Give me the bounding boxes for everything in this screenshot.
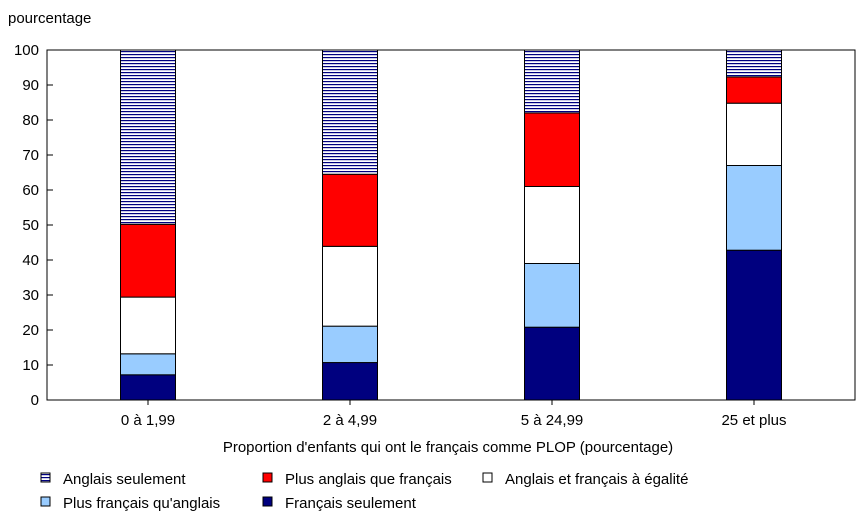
bar-segment (726, 102, 782, 166)
legend: Anglais seulement Plus anglais que frança… (40, 471, 688, 512)
y-axis-unit-label: pourcentage (8, 10, 91, 27)
y-tick-label: 80 (22, 112, 39, 129)
legend-label: Anglais et français à égalité (505, 471, 688, 488)
bar-segment (524, 112, 580, 187)
x-tick-label: 2 à 4,99 (323, 412, 377, 429)
bar-segment (322, 173, 378, 247)
bar-segment (322, 49, 378, 175)
bar-segment (322, 362, 378, 401)
bar-segment (120, 374, 176, 401)
legend-label: Plus français qu'anglais (63, 495, 220, 512)
y-tick-label: 0 (31, 392, 39, 409)
y-tick-label: 90 (22, 77, 39, 94)
y-tick-label: 50 (22, 217, 39, 234)
bar-segment (120, 296, 176, 355)
y-tick-label: 70 (22, 147, 39, 164)
bar-segment (726, 76, 782, 104)
x-tick-label: 25 et plus (721, 412, 786, 429)
x-tick-label: 0 à 1,99 (121, 412, 175, 429)
x-tick-label: 5 à 24,99 (521, 412, 584, 429)
legend-swatch (262, 472, 273, 483)
bar-segment (726, 165, 782, 251)
legend-swatch (40, 496, 51, 507)
bar-segment (120, 353, 176, 376)
bar-segment (726, 49, 782, 78)
bar-segment (726, 249, 782, 401)
legend-label: Français seulement (285, 495, 417, 512)
bar-segment (524, 49, 580, 114)
bar-segment (524, 263, 580, 328)
y-tick-label: 10 (22, 357, 39, 374)
x-axis-title: Proportion d'enfants qui ont le français… (223, 439, 673, 456)
y-tick-label: 100 (14, 42, 39, 59)
y-tick-label: 20 (22, 322, 39, 339)
legend-swatch (262, 496, 273, 507)
legend-swatch (482, 472, 493, 483)
legend-swatch (40, 472, 51, 483)
bar-segment (120, 49, 176, 225)
y-tick-label: 60 (22, 182, 39, 199)
bar-segment (524, 186, 580, 264)
legend-label: Plus anglais que français (285, 471, 452, 488)
bar-segment (524, 326, 580, 401)
legend-label: Anglais seulement (63, 471, 186, 488)
bar-segment (322, 325, 378, 364)
bar-segment (120, 223, 176, 298)
y-tick-label: 30 (22, 287, 39, 304)
plot-area: 0 10 20 30 40 50 60 70 80 90 100 0 à 1,99 2 à 4,99 5 … (14, 42, 856, 429)
y-tick-label: 40 (22, 252, 39, 269)
bar-segment (322, 245, 378, 327)
